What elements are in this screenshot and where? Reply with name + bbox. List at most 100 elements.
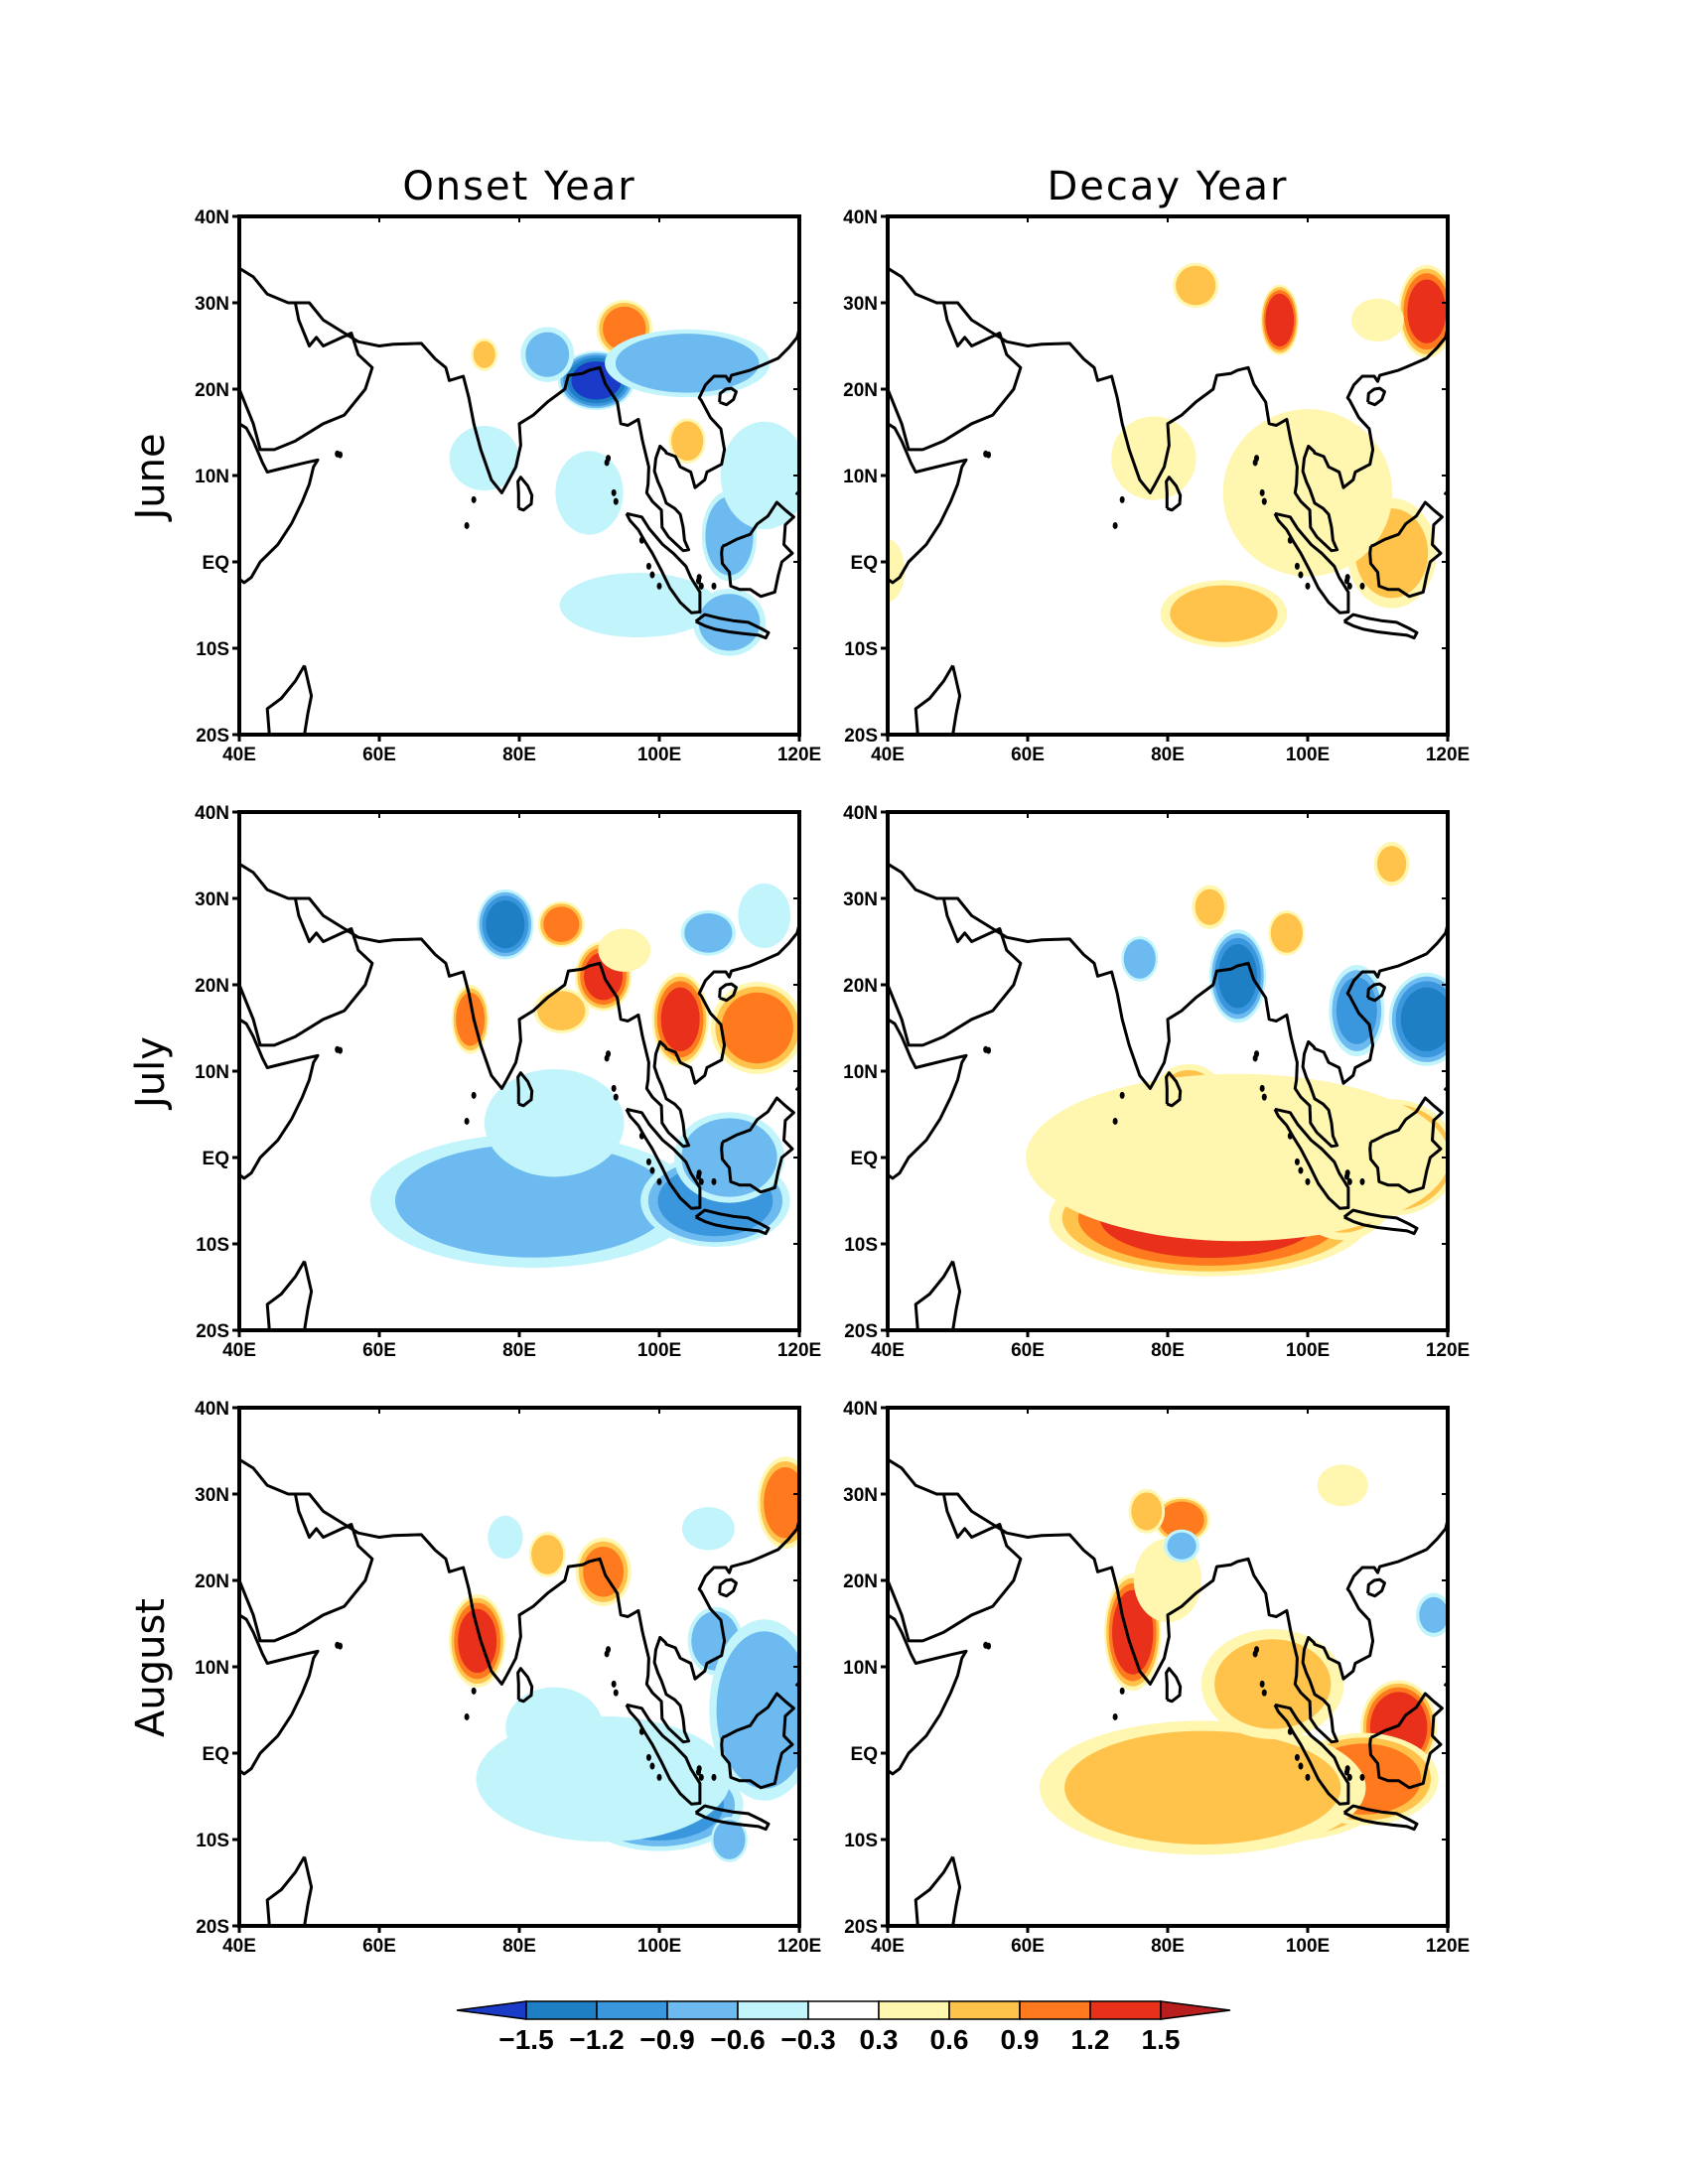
- anomaly-contour: [764, 1466, 799, 1539]
- lat-tick-label: 10N: [843, 467, 878, 487]
- colorbar-segment: [1089, 2000, 1162, 2020]
- coastline: [239, 862, 296, 900]
- island-marker: [1346, 582, 1352, 590]
- coastline: [265, 1855, 314, 1926]
- colorbar-label: −0.6: [710, 2024, 765, 2055]
- lon-tick-label: 120E: [777, 1340, 821, 1361]
- lat-tick-label: 40N: [195, 1399, 229, 1420]
- island-marker: [1119, 1687, 1125, 1695]
- panel-anomalies: [888, 216, 1448, 735]
- lat-tick-label: EQ: [851, 1149, 878, 1169]
- coastline: [1165, 1667, 1183, 1704]
- island-marker: [649, 1166, 655, 1174]
- island-marker: [1287, 1132, 1293, 1140]
- coastline: [797, 1605, 799, 1620]
- lon-tick-label: 80E: [1151, 1936, 1185, 1957]
- lon-tick-label: 120E: [1426, 745, 1470, 765]
- island-marker: [986, 1046, 992, 1054]
- anomaly-contour: [1376, 846, 1407, 883]
- lat-tick-label: 10N: [843, 1658, 878, 1679]
- coastline: [1447, 358, 1448, 368]
- anomaly-contour: [1419, 1596, 1448, 1633]
- panel-background: [239, 216, 799, 735]
- lat-tick-label: 20N: [843, 380, 878, 401]
- colorbar-label: 1.5: [1142, 2024, 1181, 2055]
- island-marker: [695, 577, 701, 585]
- island-marker: [1259, 1680, 1265, 1688]
- island-marker: [1259, 1084, 1265, 1092]
- island-marker: [1252, 1650, 1258, 1658]
- lat-tick-label: 20S: [844, 726, 878, 747]
- anomaly-contour: [394, 1144, 672, 1258]
- coastline: [1342, 613, 1419, 640]
- island-marker: [711, 1177, 717, 1185]
- row-label-june: June: [128, 433, 174, 522]
- island-marker: [1294, 562, 1300, 570]
- island-marker: [611, 488, 617, 496]
- lat-tick-label: 40N: [843, 207, 878, 228]
- coastline: [694, 1804, 771, 1832]
- coastline: [1447, 954, 1448, 964]
- lat-tick-label: 30N: [843, 294, 878, 315]
- lat-tick-label: 20S: [196, 726, 229, 747]
- coastline: [516, 1667, 534, 1704]
- lat-tick-label: 20N: [195, 380, 229, 401]
- island-marker: [1261, 1689, 1267, 1697]
- island-marker: [464, 1117, 470, 1125]
- coastline: [239, 1457, 296, 1496]
- colorbar-label: 0.9: [1001, 2024, 1040, 2055]
- lat-tick-label: 30N: [195, 889, 229, 910]
- island-marker: [1259, 488, 1265, 496]
- island-marker: [1305, 1177, 1311, 1185]
- lon-tick-label: 80E: [1151, 745, 1185, 765]
- island-marker: [638, 1132, 644, 1140]
- panel-anomalies: [888, 1408, 1448, 1926]
- colorbar-segment: [525, 2000, 598, 2020]
- coastline: [1368, 1096, 1444, 1194]
- coastline: [1165, 476, 1183, 512]
- island-marker: [1346, 1773, 1352, 1781]
- lat-tick-label: 30N: [843, 889, 878, 910]
- island-marker: [649, 571, 655, 579]
- lat-tick-label: EQ: [203, 553, 229, 574]
- anomaly-contour: [505, 1687, 604, 1768]
- lon-tick-label: 40E: [871, 1340, 905, 1361]
- colorbar-arrow-left: [456, 2000, 527, 2020]
- coastline: [1368, 500, 1444, 599]
- island-marker: [1343, 1172, 1349, 1180]
- lon-tick-label: 120E: [777, 1936, 821, 1957]
- lat-tick-label: 20N: [195, 1571, 229, 1592]
- lat-tick-label: 10N: [195, 1658, 229, 1679]
- colorbar-segment: [878, 2000, 950, 2020]
- coastline: [1446, 1605, 1448, 1620]
- anomaly-contour: [1176, 265, 1216, 306]
- lat-tick-label: 20N: [843, 1571, 878, 1592]
- coastline: [888, 896, 1448, 1149]
- coastline: [239, 1492, 799, 1744]
- anomaly-contour: [458, 1608, 497, 1674]
- lon-tick-label: 120E: [1426, 1936, 1470, 1957]
- anomaly-contour: [681, 1507, 735, 1551]
- island-marker: [613, 497, 619, 505]
- anomaly-contour: [738, 883, 791, 948]
- island-marker: [471, 1687, 477, 1695]
- anomaly-contour: [473, 341, 495, 368]
- coastline: [239, 266, 296, 305]
- coastline: [1447, 1550, 1448, 1560]
- island-marker: [1298, 1762, 1304, 1770]
- coastline: [798, 358, 799, 368]
- lat-tick-label: 10S: [196, 639, 229, 660]
- lon-tick-label: 80E: [1151, 1340, 1185, 1361]
- lat-tick-label: EQ: [851, 553, 878, 574]
- island-marker: [1261, 497, 1267, 505]
- anomaly-contour: [698, 594, 761, 651]
- coastline: [797, 1010, 799, 1024]
- coastline: [888, 1457, 944, 1496]
- panel-anomalies: [239, 1408, 799, 1926]
- anomaly-contour: [684, 912, 733, 953]
- lat-tick-label: 20S: [844, 1321, 878, 1342]
